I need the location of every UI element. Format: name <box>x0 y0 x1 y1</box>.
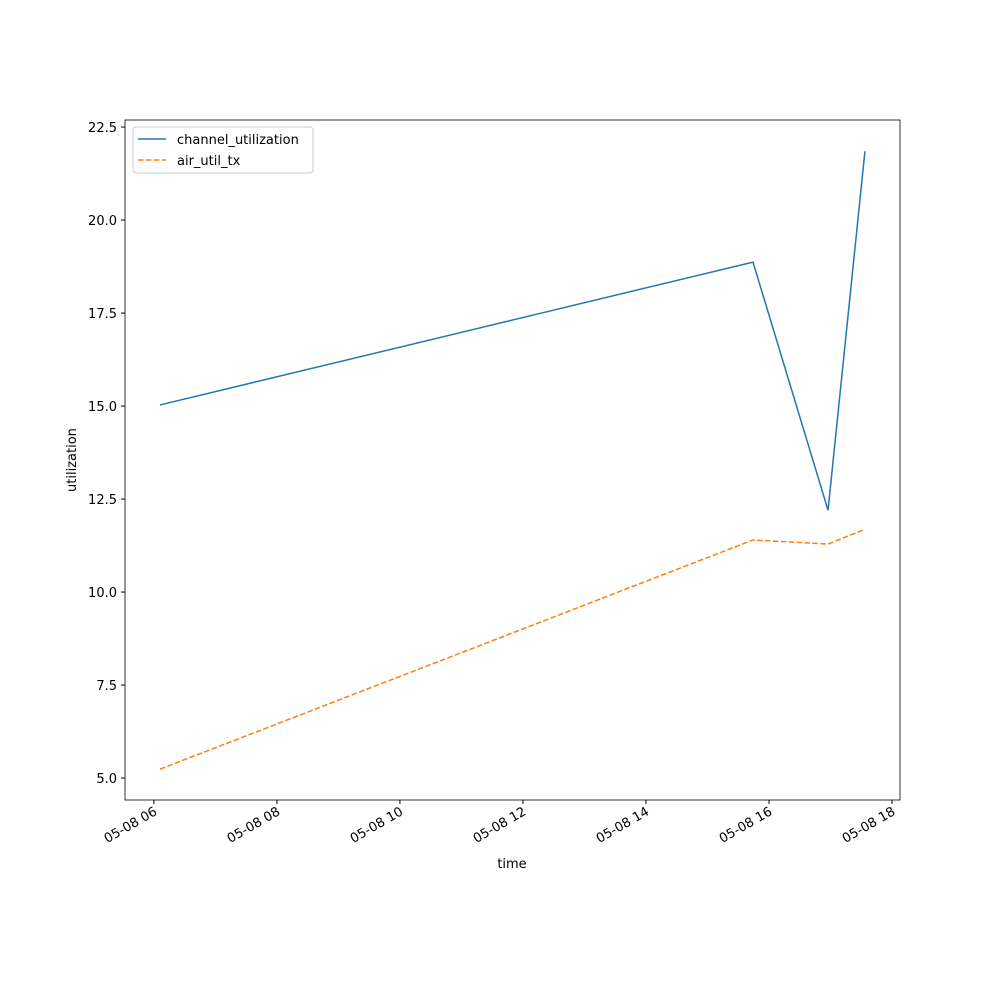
y-axis-label: utilization <box>65 428 80 492</box>
legend-box <box>132 126 314 174</box>
y-tick-label: 15.0 <box>88 400 117 415</box>
legend-label: channel_utilization <box>177 133 299 148</box>
y-tick-label: 7.5 <box>96 679 117 694</box>
y-tick-label: 12.5 <box>88 493 117 508</box>
series-line <box>159 151 866 511</box>
x-axis-label: time <box>497 857 526 872</box>
series-line <box>159 528 866 770</box>
y-tick-label: 10.0 <box>88 586 117 601</box>
axes-frame <box>124 119 901 801</box>
legend-label: air_util_tx <box>177 154 241 169</box>
y-tick-label: 20.0 <box>88 214 117 229</box>
y-tick-label: 22.5 <box>88 121 117 136</box>
y-tick-label: 17.5 <box>88 307 117 322</box>
y-tick-label: 5.0 <box>96 772 117 787</box>
